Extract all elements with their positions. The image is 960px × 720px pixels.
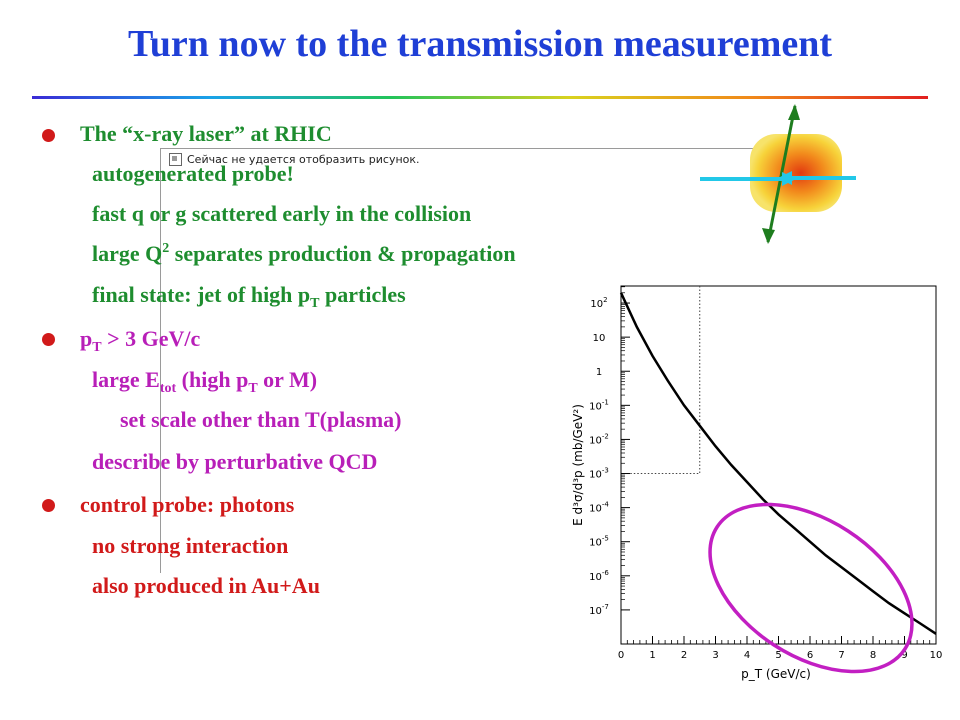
y-tick-label: 10-7 <box>589 603 609 617</box>
x-tick-label: 10 <box>930 650 943 661</box>
bullet-1-line-3-sup: 2 <box>162 241 170 256</box>
beam-right-arrow <box>778 171 792 185</box>
slide-title: Turn now to the transmission measurement <box>127 23 833 65</box>
y-tick-exponent: -5 <box>602 535 609 543</box>
bullet-2-line-1-sub: tot <box>159 381 177 396</box>
y-tick-label: 10-5 <box>589 535 609 549</box>
bullet-2-heading-a: p <box>80 326 93 351</box>
y-tick-label: 10-2 <box>589 432 609 446</box>
y-tick-base: 10 <box>589 470 602 481</box>
bullet-1-line-4-sub: T <box>310 296 320 311</box>
x-tick-label: 1 <box>649 650 655 661</box>
bullet-2-line-1-c: or M) <box>257 367 318 392</box>
cross-section-curve <box>619 292 937 635</box>
bullet-1-line-3-a: large Q <box>92 241 163 266</box>
y-tick-label: 10-1 <box>589 398 609 412</box>
y-tick-exponent: -2 <box>602 432 609 440</box>
x-axis-label: p_T (GeV/c) <box>741 667 811 681</box>
y-tick-base: 10 <box>589 435 602 446</box>
chart-background <box>566 270 960 690</box>
collision-graphic <box>700 104 856 244</box>
bullet-dot-3 <box>42 499 55 512</box>
bullet-2-line-1: large Etot (high pT or M) <box>92 366 317 398</box>
bullet-2-heading: pT > 3 GeV/c <box>80 325 200 357</box>
y-axis-label: E d³σ/d³p (mb/GeV²) <box>571 404 585 526</box>
y-tick-label: 1 <box>596 367 602 378</box>
bullet-2-line-2: set scale other than T(plasma) <box>120 407 402 432</box>
y-tick-label: 102 <box>590 296 607 310</box>
cross-section-chart: 0 1 2 3 4 5 6 7 8 9 10 102 10 1 10-1 10-2 10-3 10-4 10-5 10… <box>566 270 960 690</box>
x-tick-label: 4 <box>744 650 750 661</box>
x-tick-label: 0 <box>618 650 624 661</box>
y-tick-exponent: -6 <box>602 569 610 577</box>
x-tick-label: 6 <box>807 650 813 661</box>
y-tick-base: 10 <box>589 572 602 583</box>
x-tick-label: 9 <box>901 650 907 661</box>
y-tick-exponent: -7 <box>602 603 609 611</box>
y-tick-label: 10-6 <box>589 569 609 583</box>
x-tick-label: 8 <box>870 650 876 661</box>
y-tick-base: 10 <box>593 333 606 344</box>
bullet-3-line-2: also produced in Au+Au <box>92 573 320 598</box>
jet-arrow-up <box>788 104 800 120</box>
y-tick-exponent: 2 <box>603 296 607 304</box>
y-tick-label: 10-4 <box>589 501 609 515</box>
highlight-ellipse <box>708 502 914 674</box>
y-tick-label: 10 <box>593 333 606 344</box>
x-tick-label: 7 <box>838 650 844 661</box>
y-tick-base: 10 <box>589 538 602 549</box>
bullet-1-line-4-a: final state: jet of high p <box>92 282 311 307</box>
broken-image-text: Сейчас не удается отобразить рисунок. <box>187 153 420 166</box>
bullet-3-heading: control probe: photons <box>80 492 295 517</box>
bullet-2-line-1-sub2: T <box>248 381 258 396</box>
bullet-1-line-3: large Q2 separates production & propagat… <box>92 240 516 272</box>
jet-axis-line <box>766 105 797 243</box>
bullet-2-line-1-b: (high p <box>176 367 249 392</box>
bullet-2-line-3: describe by perturbative QCD <box>92 449 378 474</box>
bullet-2-heading-b: > 3 GeV/c <box>101 326 201 351</box>
y-tick-base: 10 <box>589 606 602 617</box>
y-tick-exponent: -1 <box>602 398 609 406</box>
x-tick-label: 5 <box>775 650 781 661</box>
bullet-1-heading: The “x-ray laser” at RHIC <box>80 121 332 146</box>
bullet-1-line-1: autogenerated probe! <box>92 161 294 186</box>
x-tick-label: 2 <box>681 650 687 661</box>
broken-image-caption: Сейчас не удается отобразить рисунок. <box>169 153 420 166</box>
bullet-1-line-3-b: separates production & propagation <box>169 241 516 266</box>
jet-arrow-down <box>762 228 775 244</box>
bullet-1-line-2: fast q or g scattered early in the colli… <box>92 201 472 226</box>
y-tick-base: 10 <box>589 401 602 412</box>
bullet-2-heading-sub: T <box>92 340 102 355</box>
bullet-1-line-4: final state: jet of high pT particles <box>92 281 406 313</box>
bullet-2-line-1-a: large E <box>92 367 160 392</box>
cross-section-chart-svg: 0 1 2 3 4 5 6 7 8 9 1010210110-110-210-310-410-510… <box>566 270 960 690</box>
fireball-blob <box>750 134 842 212</box>
bullet-1-line-4-b: particles <box>319 282 406 307</box>
bullet-dot-2 <box>42 333 55 346</box>
y-tick-exponent: -4 <box>602 501 610 509</box>
y-tick-base: 10 <box>589 504 602 515</box>
y-tick-base: 10 <box>590 299 603 310</box>
title-divider <box>32 96 928 99</box>
y-tick-exponent: -3 <box>602 467 609 475</box>
bullet-3-line-1: no strong interaction <box>92 533 289 558</box>
bullet-dot-1 <box>42 129 55 142</box>
y-tick-base: 1 <box>596 367 602 378</box>
x-tick-label: 3 <box>712 650 718 661</box>
y-tick-label: 10-3 <box>589 467 609 481</box>
broken-image-icon <box>169 153 182 166</box>
